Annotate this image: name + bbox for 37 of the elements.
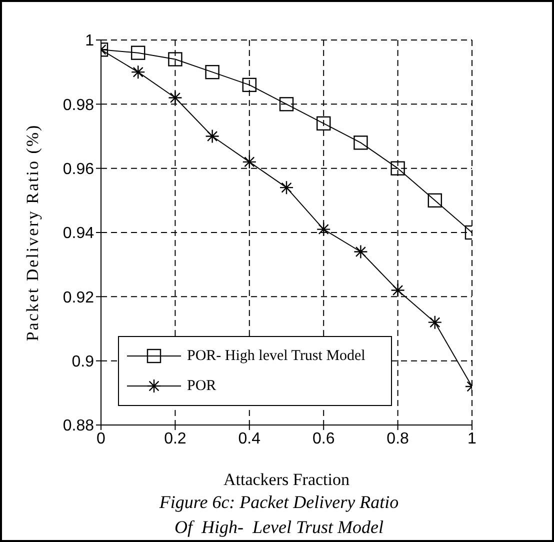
y-tick-label: 1 — [85, 32, 94, 50]
point — [279, 97, 294, 112]
x-tick-label: 0.2 — [164, 430, 186, 448]
point — [242, 78, 256, 92]
x-tick-label: 0.4 — [238, 430, 261, 448]
legend-label: POR- High level Trust Model — [187, 348, 366, 364]
point — [390, 161, 405, 176]
y-tick-label: 0.94 — [62, 225, 94, 242]
point — [428, 315, 442, 330]
point — [390, 283, 405, 298]
point — [316, 222, 331, 236]
point — [428, 193, 442, 208]
x-tick-label: 1 — [468, 430, 477, 448]
x-tick-label: 0 — [96, 430, 106, 448]
y-tick-label: 0.9 — [72, 354, 94, 371]
x-axis-title: Attackers Fraction — [223, 470, 350, 489]
x-tick-label: 0.6 — [312, 430, 335, 448]
y-tick-label: 0.96 — [62, 161, 94, 178]
point — [354, 136, 368, 150]
point — [205, 129, 220, 144]
point — [354, 244, 368, 259]
caption: Figure 6c: Packet Delivery Ratio — [158, 491, 400, 514]
legend-label: POR — [187, 378, 216, 394]
y-tick-label: 0.92 — [62, 289, 94, 306]
point — [279, 180, 294, 195]
point — [168, 90, 182, 105]
point — [168, 52, 182, 66]
y-tick-label: 0.88 — [62, 418, 94, 435]
point — [131, 64, 146, 80]
text: Of High- Level Trust Model — [174, 516, 384, 539]
x-tick-label: 0.8 — [386, 430, 410, 448]
point — [205, 64, 220, 80]
y-axis-title: Packet Delivery Ratio (%) — [23, 124, 42, 342]
point — [242, 154, 256, 170]
point — [131, 46, 146, 60]
point — [316, 116, 331, 131]
y-tick-label: 0.98 — [62, 96, 94, 114]
